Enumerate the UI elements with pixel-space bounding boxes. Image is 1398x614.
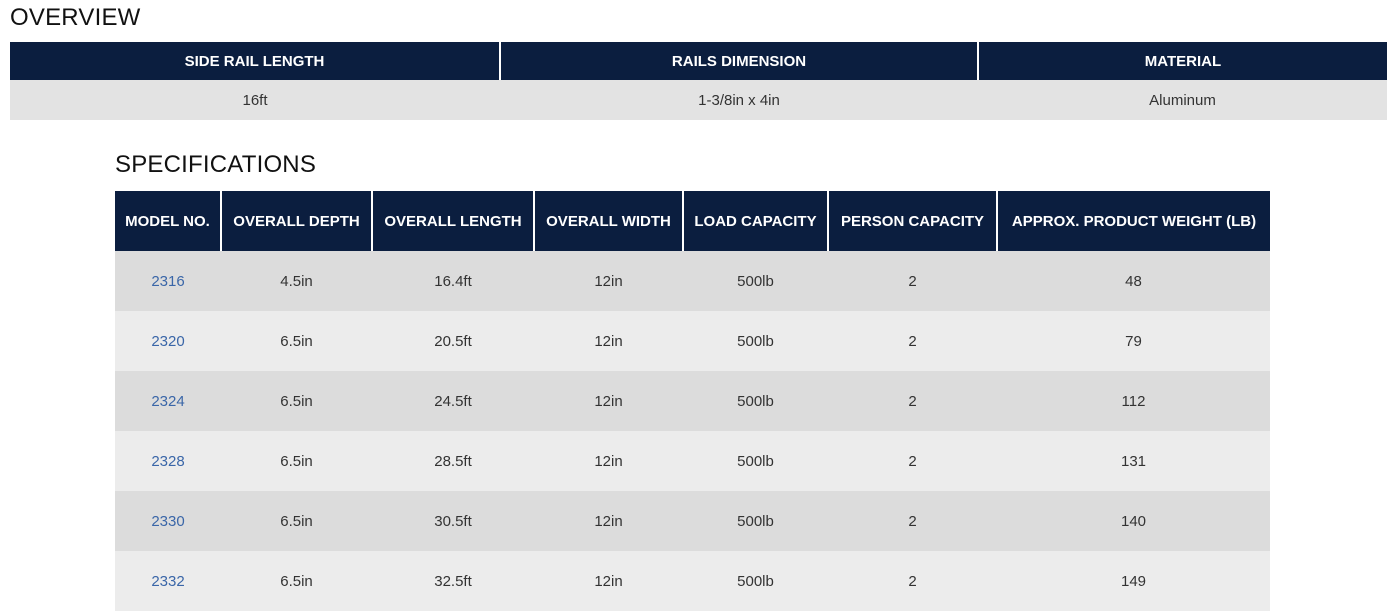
cell-overall-depth: 6.5in (221, 491, 372, 551)
model-link[interactable]: 2332 (151, 572, 185, 590)
cell-model-no: 2332 (115, 551, 221, 611)
cell-person-capacity: 2 (828, 251, 997, 311)
header-overall-width: OVERALL WIDTH (534, 191, 684, 251)
header-overall-length: OVERALL LENGTH (372, 191, 535, 251)
cell-load-capacity: 500lb (683, 431, 828, 491)
cell-overall-depth: 6.5in (221, 311, 372, 371)
cell-model-no: 2330 (115, 491, 221, 551)
cell-load-capacity: 500lb (683, 371, 828, 431)
cell-person-capacity: 2 (828, 311, 997, 371)
overview-side-rail-length: 16ft (10, 80, 500, 120)
cell-overall-depth: 6.5in (221, 371, 372, 431)
model-link[interactable]: 2330 (151, 512, 185, 530)
cell-product-weight: 48 (997, 251, 1270, 311)
cell-model-no: 2328 (115, 431, 221, 491)
specifications-body: 2316 4.5in 16.4ft 12in 500lb 2 48 2320 6.5in 20.5… (115, 251, 1270, 611)
cell-overall-depth: 4.5in (221, 251, 372, 311)
cell-overall-length: 32.5ft (372, 551, 534, 611)
model-link[interactable]: 2328 (151, 452, 185, 470)
table-row: 2324 6.5in 24.5ft 12in 500lb 2 112 (115, 371, 1270, 431)
cell-load-capacity: 500lb (683, 251, 828, 311)
cell-load-capacity: 500lb (683, 551, 828, 611)
overview-material: Aluminum (978, 80, 1387, 120)
table-row: 2328 6.5in 28.5ft 12in 500lb 2 131 (115, 431, 1270, 491)
table-row: 2320 6.5in 20.5ft 12in 500lb 2 79 (115, 311, 1270, 371)
overview-header-row: SIDE RAIL LENGTH RAILS DIMENSION MATERIA… (10, 42, 1387, 80)
table-row: 2316 4.5in 16.4ft 12in 500lb 2 48 (115, 251, 1270, 311)
cell-model-no: 2320 (115, 311, 221, 371)
table-row: 2332 6.5in 32.5ft 12in 500lb 2 149 (115, 551, 1270, 611)
specifications-title: SPECIFICATIONS (115, 151, 317, 178)
header-product-weight: APPROX. PRODUCT WEIGHT (LB) (997, 191, 1270, 251)
overview-rails-dimension: 1-3/8in x 4in (500, 80, 978, 120)
cell-overall-width: 12in (534, 371, 683, 431)
cell-overall-length: 24.5ft (372, 371, 534, 431)
overview-header-rails-dimension: RAILS DIMENSION (500, 42, 979, 80)
overview-table: SIDE RAIL LENGTH RAILS DIMENSION MATERIA… (10, 42, 1387, 120)
header-load-capacity: LOAD CAPACITY (683, 191, 829, 251)
specifications-header-row: MODEL NO. OVERALL DEPTH OVERALL LENGTH O… (115, 191, 1270, 251)
cell-model-no: 2316 (115, 251, 221, 311)
cell-product-weight: 140 (997, 491, 1270, 551)
header-overall-depth: OVERALL DEPTH (221, 191, 373, 251)
model-link[interactable]: 2320 (151, 332, 185, 350)
overview-header-side-rail-length: SIDE RAIL LENGTH (10, 42, 501, 80)
cell-person-capacity: 2 (828, 371, 997, 431)
cell-overall-width: 12in (534, 431, 683, 491)
cell-product-weight: 149 (997, 551, 1270, 611)
model-link[interactable]: 2324 (151, 392, 185, 410)
cell-overall-width: 12in (534, 491, 683, 551)
specifications-table: MODEL NO. OVERALL DEPTH OVERALL LENGTH O… (115, 191, 1270, 611)
cell-overall-width: 12in (534, 311, 683, 371)
cell-overall-length: 20.5ft (372, 311, 534, 371)
header-model-no: MODEL NO. (115, 191, 222, 251)
cell-person-capacity: 2 (828, 431, 997, 491)
cell-model-no: 2324 (115, 371, 221, 431)
cell-overall-length: 16.4ft (372, 251, 534, 311)
cell-overall-length: 28.5ft (372, 431, 534, 491)
cell-load-capacity: 500lb (683, 311, 828, 371)
table-row: 2330 6.5in 30.5ft 12in 500lb 2 140 (115, 491, 1270, 551)
cell-load-capacity: 500lb (683, 491, 828, 551)
cell-product-weight: 112 (997, 371, 1270, 431)
cell-person-capacity: 2 (828, 551, 997, 611)
header-person-capacity: PERSON CAPACITY (828, 191, 998, 251)
cell-overall-width: 12in (534, 551, 683, 611)
cell-overall-width: 12in (534, 251, 683, 311)
overview-header-material: MATERIAL (978, 42, 1387, 80)
overview-title: OVERVIEW (10, 4, 141, 31)
cell-person-capacity: 2 (828, 491, 997, 551)
overview-value-row: 16ft 1-3/8in x 4in Aluminum (10, 80, 1387, 120)
cell-overall-depth: 6.5in (221, 431, 372, 491)
cell-product-weight: 79 (997, 311, 1270, 371)
cell-product-weight: 131 (997, 431, 1270, 491)
cell-overall-length: 30.5ft (372, 491, 534, 551)
model-link[interactable]: 2316 (151, 272, 185, 290)
cell-overall-depth: 6.5in (221, 551, 372, 611)
